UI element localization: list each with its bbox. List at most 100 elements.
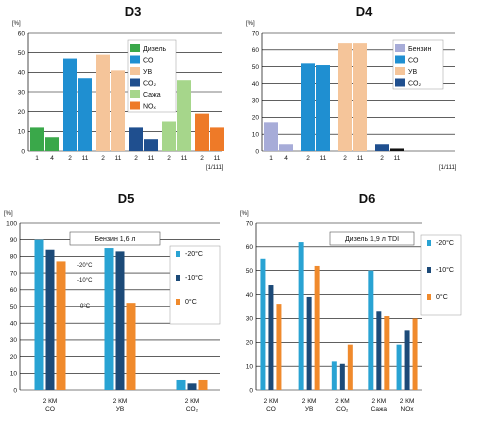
d4-y-tick-label: 60	[252, 47, 260, 54]
d6-y-tick-label: 60	[246, 244, 254, 251]
d3-x-tick-label: 11	[82, 155, 89, 162]
d4-bar	[301, 63, 315, 151]
d6-y-tick-label: 70	[246, 220, 254, 227]
d3-x-tick-label: 2	[134, 155, 138, 162]
d4-legend-label: УВ	[408, 69, 417, 76]
d5-x-category-label: УВ	[116, 406, 124, 413]
d5-legend-swatch	[176, 251, 180, 257]
d5-inline-label: -20°C	[77, 263, 93, 269]
d4-bar	[279, 144, 293, 151]
d3-legend-label: CO₂	[143, 81, 157, 88]
d5-x-tick-label: 2 КМ	[185, 398, 200, 405]
d5-y-tick-label: 50	[10, 304, 18, 311]
d6-y-tick-label: 30	[246, 316, 254, 323]
d5-y-tick-label: 90	[10, 237, 18, 244]
d3-bar	[63, 58, 77, 151]
d6-bar	[260, 258, 266, 390]
d3-bar	[144, 139, 158, 151]
d6-bar	[298, 242, 304, 390]
d6-bar	[376, 311, 382, 390]
d3-bar	[45, 137, 59, 151]
d6-legend-label: -10°C	[436, 266, 454, 274]
d5-legend	[169, 245, 221, 325]
d3-x-tick-label: 4	[50, 155, 54, 162]
d3-legend-label: Дизель	[143, 46, 167, 53]
d3-y-tick-label: 40	[18, 70, 26, 77]
d5-bar	[104, 248, 114, 390]
d4-bar	[316, 65, 330, 151]
d3-x-tick-label: 1	[35, 155, 39, 162]
d6-x-category-label: NOx	[401, 406, 415, 413]
d6-bar	[396, 344, 402, 390]
d3-chart: D3 [%] 0 10 20 30 40 50 60 1 4 2 11 2 11 2 11 2 11 2 11 [1/11…	[12, 4, 224, 171]
d3-bar	[177, 80, 191, 151]
d5-legend-swatch	[176, 275, 180, 281]
d5-y-tick-label: 80	[10, 254, 18, 261]
d5-bar	[115, 251, 125, 390]
d6-bar	[306, 296, 312, 390]
d3-unit: [%]	[12, 21, 21, 27]
d6-x-tick-label: 2 КМ	[400, 398, 415, 405]
d4-bar	[375, 144, 389, 151]
d3-legend-swatch	[130, 44, 140, 52]
d6-y-tick-label: 0	[249, 387, 253, 394]
d4-x-tick-label: 2	[343, 155, 347, 162]
d6-x-category-label: CO₂	[336, 406, 349, 413]
d3-legend-swatch	[130, 55, 140, 64]
d3-y-tick-label: 30	[18, 89, 26, 96]
d3-legend	[127, 39, 177, 113]
d5-bar	[126, 303, 136, 390]
d4-bar	[338, 43, 352, 151]
d6-bar	[331, 361, 337, 390]
d4-bar	[390, 148, 404, 151]
d3-y-tick-label: 50	[18, 50, 26, 57]
d4-x-tick-label: 2	[380, 155, 384, 162]
d3-bar	[30, 127, 44, 151]
d4-y-tick-label: 50	[252, 64, 260, 71]
d3-bar	[78, 78, 92, 151]
d6-legend-swatch	[427, 240, 431, 246]
d6-bar	[314, 265, 320, 390]
d4-x-tick-label: 11	[357, 155, 364, 162]
d4-bar	[264, 122, 278, 151]
d4-y-tick-label: 10	[252, 131, 260, 138]
d3-legend-label: NOₓ	[143, 104, 157, 111]
d5-bar	[34, 239, 44, 390]
d5-bar	[187, 383, 197, 390]
d6-bar	[276, 304, 282, 390]
d6-y-tick-label: 40	[246, 292, 254, 299]
d4-legend-label: Бензин	[408, 46, 431, 53]
d6-bar	[347, 344, 353, 390]
d5-legend-label: -10°C	[185, 274, 203, 282]
d6-legend-label: -20°C	[436, 239, 454, 247]
d3-bar	[129, 127, 143, 151]
d6-bar	[384, 316, 390, 390]
d4-x-tick-label: 1	[269, 155, 273, 162]
d6-title: D6	[359, 191, 376, 206]
d5-bar	[198, 379, 208, 390]
d6-bar	[412, 318, 418, 390]
d3-x-tick-label: 2	[200, 155, 204, 162]
d3-legend-label: CO	[143, 58, 154, 65]
d4-y-tick-label: 70	[252, 30, 260, 37]
d6-bar	[368, 270, 374, 390]
d4-chart: D4 [%] 0 10 20 30 40 50 60 70 1 4 2 11 2 11 2 11 [1/111] Бе…	[246, 4, 457, 171]
d3-legend-swatch	[130, 67, 140, 75]
d3-bar	[111, 70, 125, 151]
d6-annotation: Дизель 1,9 л TDI	[345, 236, 399, 243]
d5-y-tick-label: 10	[10, 371, 18, 378]
d5-annotation: Бензин 1,6 л	[94, 236, 135, 243]
d3-x-tick-label: 2	[101, 155, 105, 162]
d5-y-tick-label: 100	[6, 220, 17, 227]
d3-x-unit: [1/111]	[206, 165, 224, 171]
d6-legend-label: 0°C	[436, 293, 448, 301]
d4-legend-swatch	[395, 55, 405, 64]
d6-bar	[339, 363, 345, 390]
d4-bar	[353, 43, 367, 151]
d4-legend-label: CO	[408, 58, 419, 65]
d3-bar	[162, 121, 176, 151]
d3-x-tick-label: 2	[68, 155, 72, 162]
d4-legend-swatch	[395, 67, 405, 75]
d3-bar	[210, 127, 224, 151]
